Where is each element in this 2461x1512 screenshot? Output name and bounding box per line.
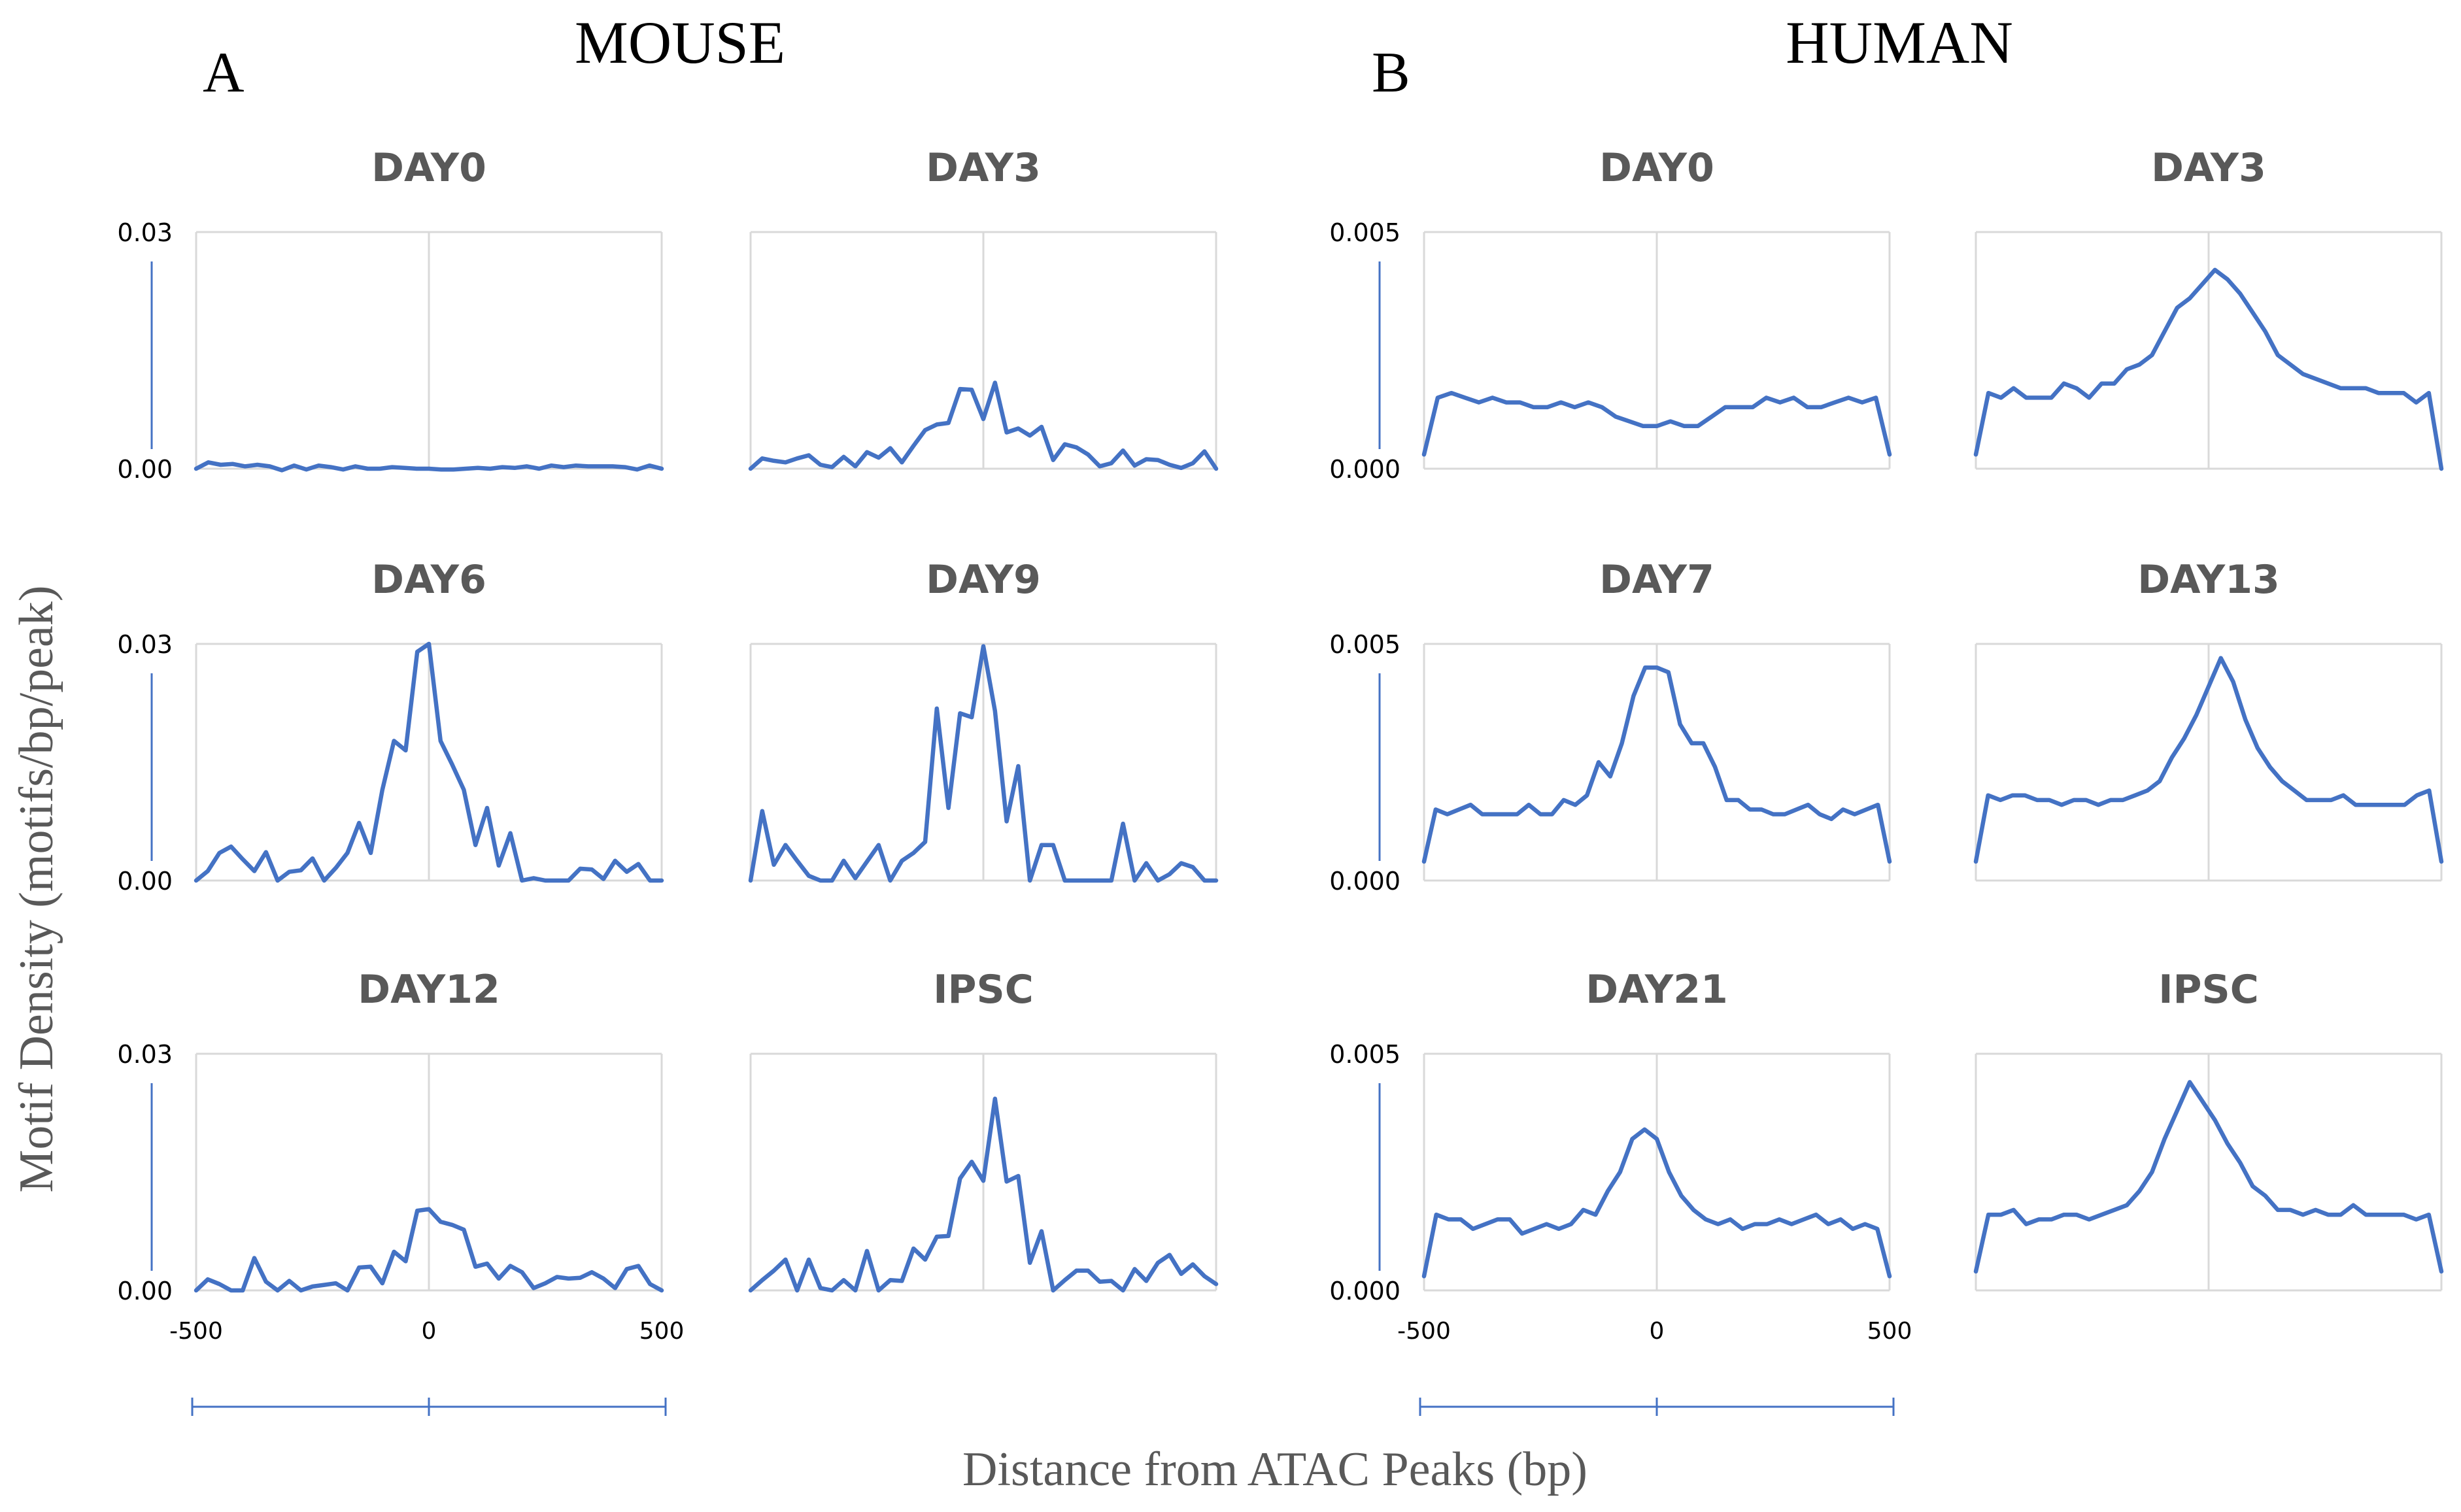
x-tick-label: 500	[1867, 1318, 1912, 1345]
series-line	[1421, 665, 1892, 864]
y-tick-label-min: 0.00	[117, 867, 173, 896]
series-line	[1973, 656, 2444, 864]
chart-human-day3: DAY3	[1973, 145, 2444, 471]
chart-mouse-day9: DAY9	[748, 557, 1219, 883]
y-axis-label: Motif Density (motifs/bp/peak)	[10, 586, 63, 1193]
chart-mouse-day3: DAY3	[748, 145, 1219, 471]
y-tick-label-min: 0.000	[1329, 455, 1400, 484]
chart-human-day13: DAY13	[1973, 557, 2444, 882]
chart-mouse-day12: DAY12 0.00 0.03	[117, 967, 664, 1305]
chart-title: DAY3	[2151, 145, 2266, 191]
y-tick-label-max: 0.005	[1329, 218, 1400, 247]
series-line	[194, 641, 664, 883]
y-tick-label-min: 0.000	[1329, 1277, 1400, 1305]
series-line	[748, 380, 1219, 471]
x-tick-label: 0	[422, 1318, 437, 1345]
chart-panels: DAY0 0.00 0.03 DAY3 DAY6 0.00 0.03 DAY9 DAY12 0.0…	[117, 145, 2444, 1305]
chart-title: DAY7	[1599, 557, 1714, 603]
y-tick-label-max: 0.03	[117, 630, 173, 659]
x-tick-label: -500	[169, 1318, 223, 1345]
chart-human-ipsc: IPSC	[1973, 967, 2444, 1292]
panel-b-letter: B	[1372, 41, 1410, 105]
chart-title: DAY12	[358, 967, 500, 1013]
y-tick-label-min: 0.00	[117, 455, 173, 484]
x-axis-label: Distance from ATAC Peaks (bp)	[962, 1443, 1587, 1496]
y-tick-label-max: 0.03	[117, 1040, 173, 1069]
human-title: HUMAN	[1786, 9, 2013, 76]
x-tick-label: 500	[639, 1318, 685, 1345]
x-tick-label: -500	[1397, 1318, 1451, 1345]
mouse-title: MOUSE	[575, 9, 785, 76]
chart-title: DAY21	[1586, 967, 1727, 1013]
chart-human-day7: DAY7 0.000 0.005	[1329, 557, 1892, 896]
chart-title: DAY0	[371, 145, 486, 191]
y-tick-label-min: 0.000	[1329, 867, 1400, 896]
x-scale-human: -500 0 500	[1397, 1318, 1912, 1416]
chart-mouse-day0: DAY0 0.00 0.03	[117, 145, 664, 484]
series-line	[194, 1207, 664, 1293]
chart-title: IPSC	[2158, 967, 2259, 1013]
chart-title: IPSC	[933, 967, 1034, 1013]
chart-title: DAY0	[1599, 145, 1714, 191]
x-scale-mouse: -500 0 500	[169, 1318, 684, 1416]
series-line	[1421, 1127, 1892, 1279]
chart-mouse-ipsc: IPSC	[748, 967, 1219, 1293]
series-line	[748, 1096, 1219, 1293]
chart-human-day0: DAY0 0.000 0.005	[1329, 145, 1892, 484]
series-line	[1421, 390, 1892, 457]
chart-title: DAY6	[371, 557, 486, 603]
y-tick-label-min: 0.00	[117, 1277, 173, 1305]
chart-human-day21: DAY21 0.000 0.005	[1329, 967, 1892, 1305]
chart-mouse-day6: DAY6 0.00 0.03	[117, 557, 664, 896]
series-line	[748, 644, 1219, 883]
chart-title: DAY13	[2137, 557, 2279, 603]
series-line	[1973, 267, 2444, 471]
y-tick-label-max: 0.005	[1329, 1040, 1400, 1069]
y-tick-label-max: 0.005	[1329, 630, 1400, 659]
x-tick-label: 0	[1650, 1318, 1665, 1345]
series-line	[1973, 1080, 2444, 1274]
x-scale-bars: -500 0 500 -500 0 500	[169, 1318, 1912, 1416]
chart-title: DAY9	[926, 557, 1041, 603]
y-tick-label-max: 0.03	[117, 218, 173, 247]
panel-a-letter: A	[203, 41, 245, 105]
series-line	[194, 460, 664, 473]
chart-title: DAY3	[926, 145, 1041, 191]
